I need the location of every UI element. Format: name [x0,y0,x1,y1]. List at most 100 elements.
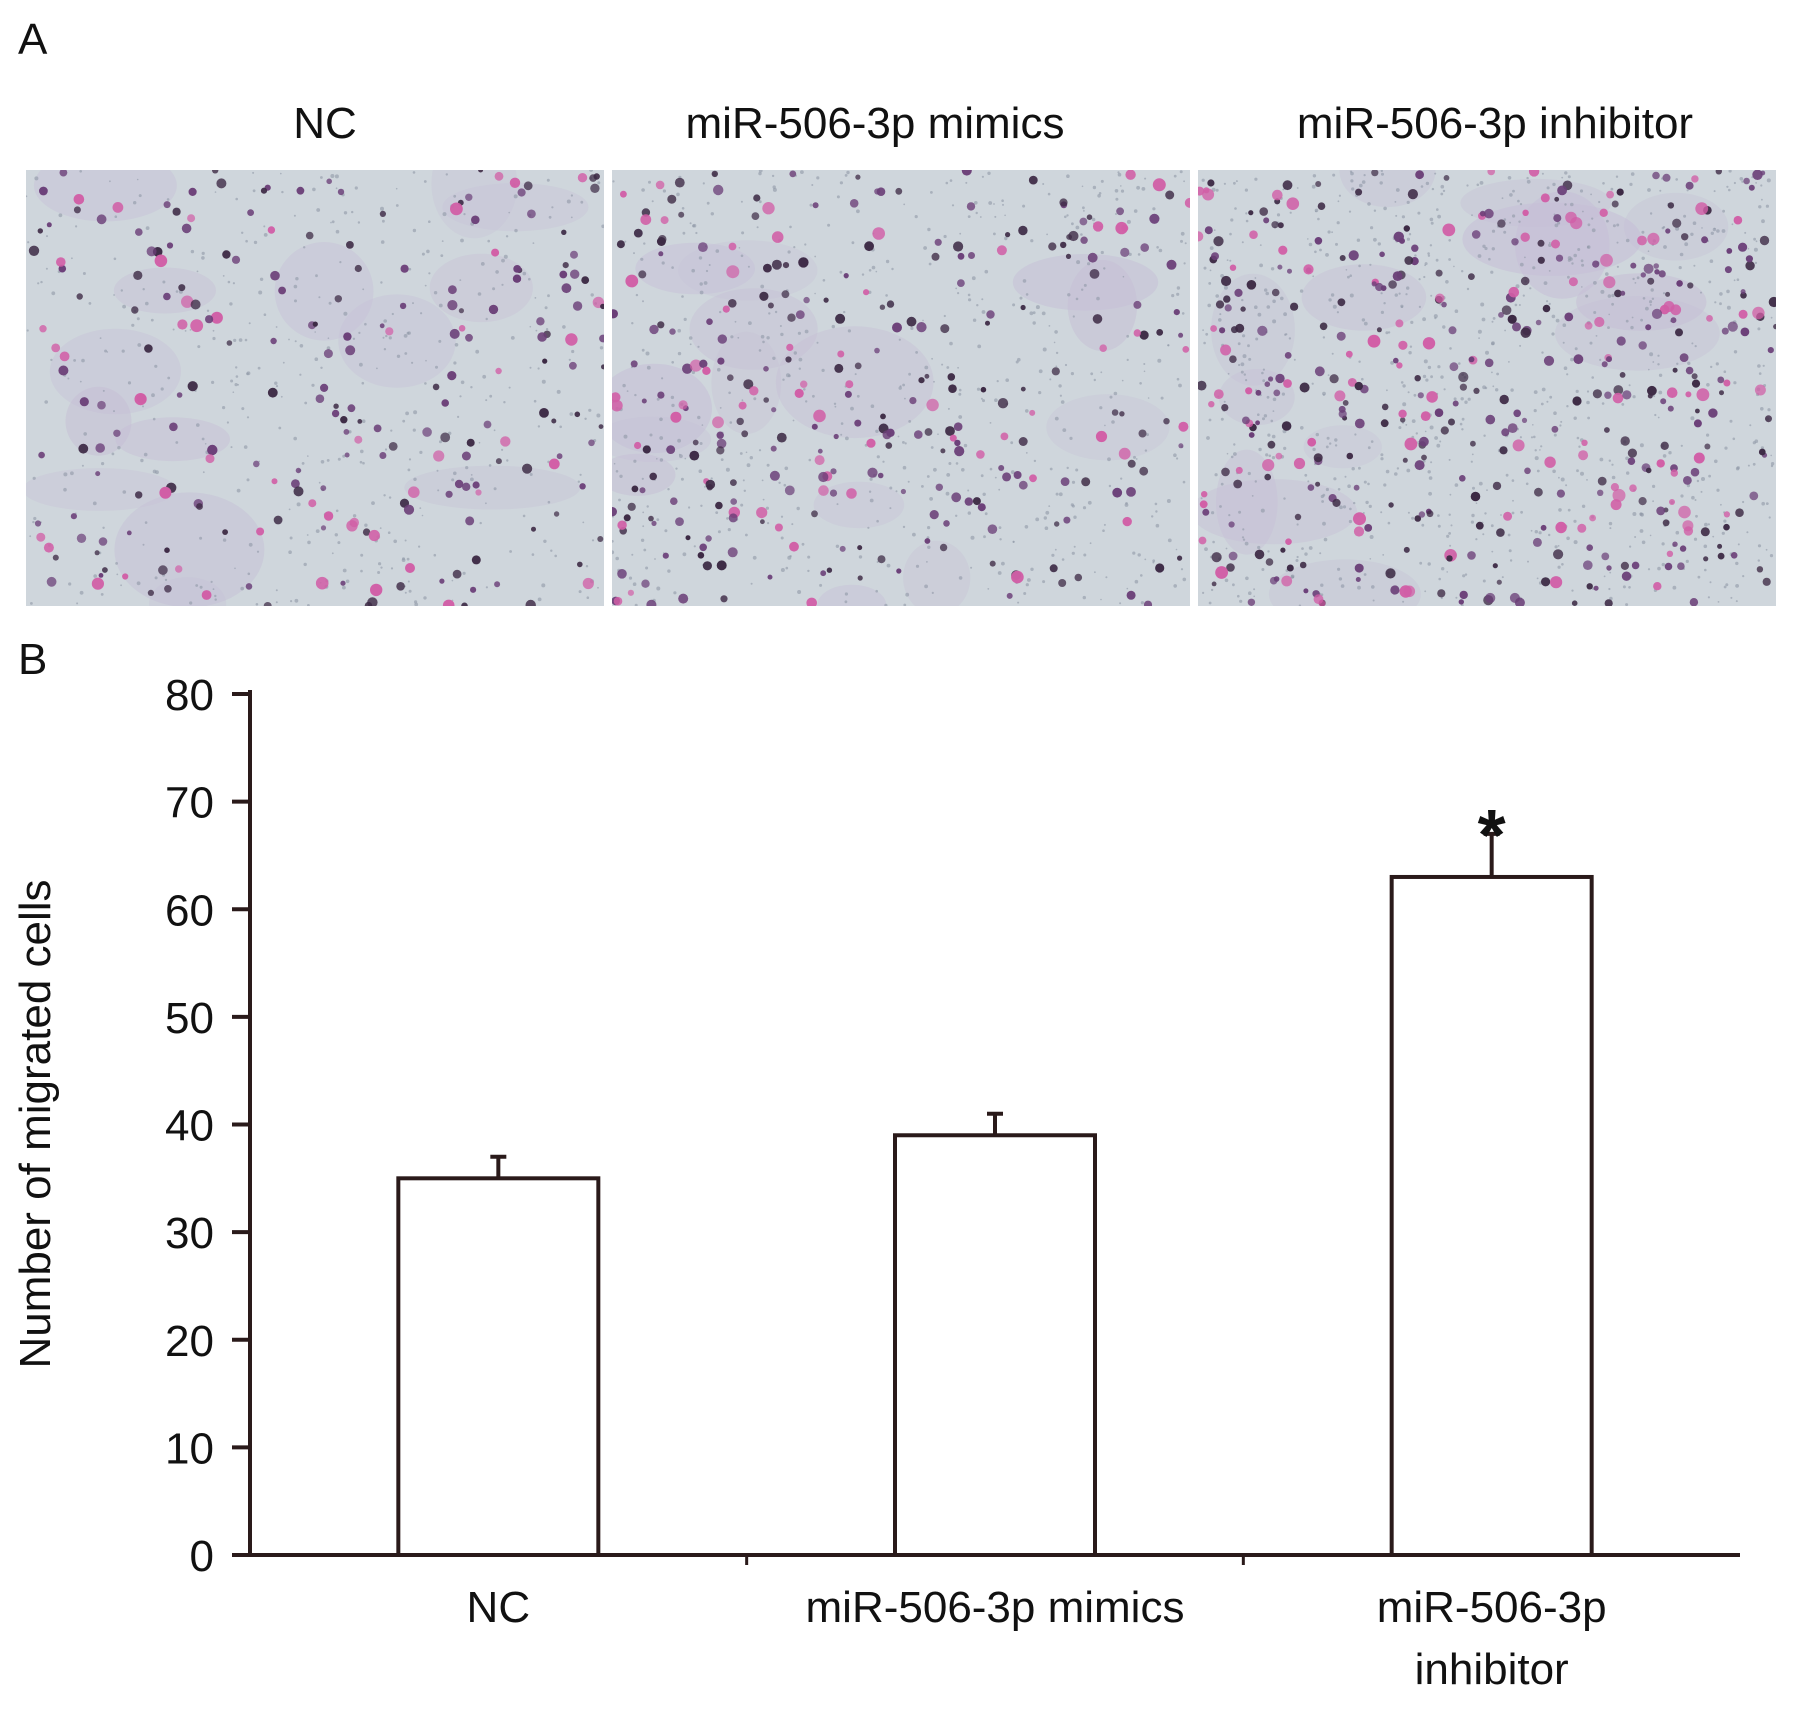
pore [1398,426,1402,430]
pore [1546,186,1550,190]
pore [1616,265,1619,268]
pore [1283,446,1287,450]
pore [1600,289,1605,294]
cell [1557,185,1567,196]
pore [1760,184,1763,187]
pore [1405,293,1408,296]
pore [1503,218,1507,221]
pore [1348,519,1352,524]
pore [1342,505,1347,509]
pore [1262,368,1265,371]
pore [684,457,687,460]
pore [1762,364,1765,367]
pore [1180,568,1184,571]
cell [1682,520,1694,532]
cell [226,340,233,346]
pore [1710,365,1713,369]
pore [1749,424,1752,427]
pore [1012,540,1015,543]
pore [1335,242,1338,246]
cell [188,187,197,196]
cell [1345,350,1353,358]
pore [1495,388,1499,392]
cell [1760,170,1766,176]
pore [426,249,430,254]
pore [1658,373,1663,377]
cell [814,455,825,466]
pore [967,489,970,492]
pore [358,331,361,334]
y-tick-label: 40 [165,1102,214,1151]
pore [1344,475,1347,478]
pore [335,509,339,513]
pore [1721,229,1726,233]
pore [1406,286,1410,290]
pore [67,377,70,380]
cell [1267,440,1276,449]
pore [1769,554,1774,558]
pore [1611,293,1615,298]
cell [1092,221,1104,232]
pore [554,554,557,558]
pore [1654,413,1657,417]
pore [253,240,258,245]
cell [867,467,878,478]
cell [163,201,171,209]
pore [1536,577,1539,580]
cell [957,252,965,260]
cell [1578,450,1589,461]
pore [120,584,122,587]
pore [1609,527,1612,530]
pore [172,328,175,331]
pore [32,520,35,524]
pore [1566,405,1569,408]
pore [768,312,771,315]
cell [1178,421,1189,432]
stain-patch [1067,259,1138,352]
pore [1326,436,1330,440]
cell [1273,389,1281,397]
cell [1215,566,1228,579]
pore [715,249,720,253]
pore [1120,189,1125,193]
pore [1183,262,1186,265]
pore [1255,337,1259,341]
pore [1075,225,1080,230]
pore [671,361,674,364]
pore [1241,298,1244,302]
pore [1058,492,1063,497]
pore [1662,454,1667,458]
pore [402,419,406,423]
pore [640,538,645,542]
cell [1068,230,1079,242]
pore [1454,309,1459,313]
cell [717,357,725,365]
cell [640,214,652,225]
cell [658,251,664,257]
pore [263,233,268,237]
pore [1652,500,1654,503]
pore [948,462,952,465]
pore [331,552,334,555]
cell [181,223,192,234]
cell [466,438,475,447]
cell [1380,285,1387,291]
cell [1544,456,1556,468]
cell [1524,467,1531,475]
pore [642,525,645,528]
pore [1351,467,1355,471]
pore [840,433,843,436]
pore [1372,599,1375,602]
cell [1112,487,1123,498]
cell [716,560,727,571]
cell [1290,302,1299,311]
cell [581,276,590,284]
pore [591,539,595,542]
pore [634,603,638,606]
pore [440,254,444,257]
pore [1693,537,1698,541]
cell [1392,271,1403,281]
pore [1090,372,1094,376]
pore [1387,331,1391,334]
pore [927,545,931,549]
